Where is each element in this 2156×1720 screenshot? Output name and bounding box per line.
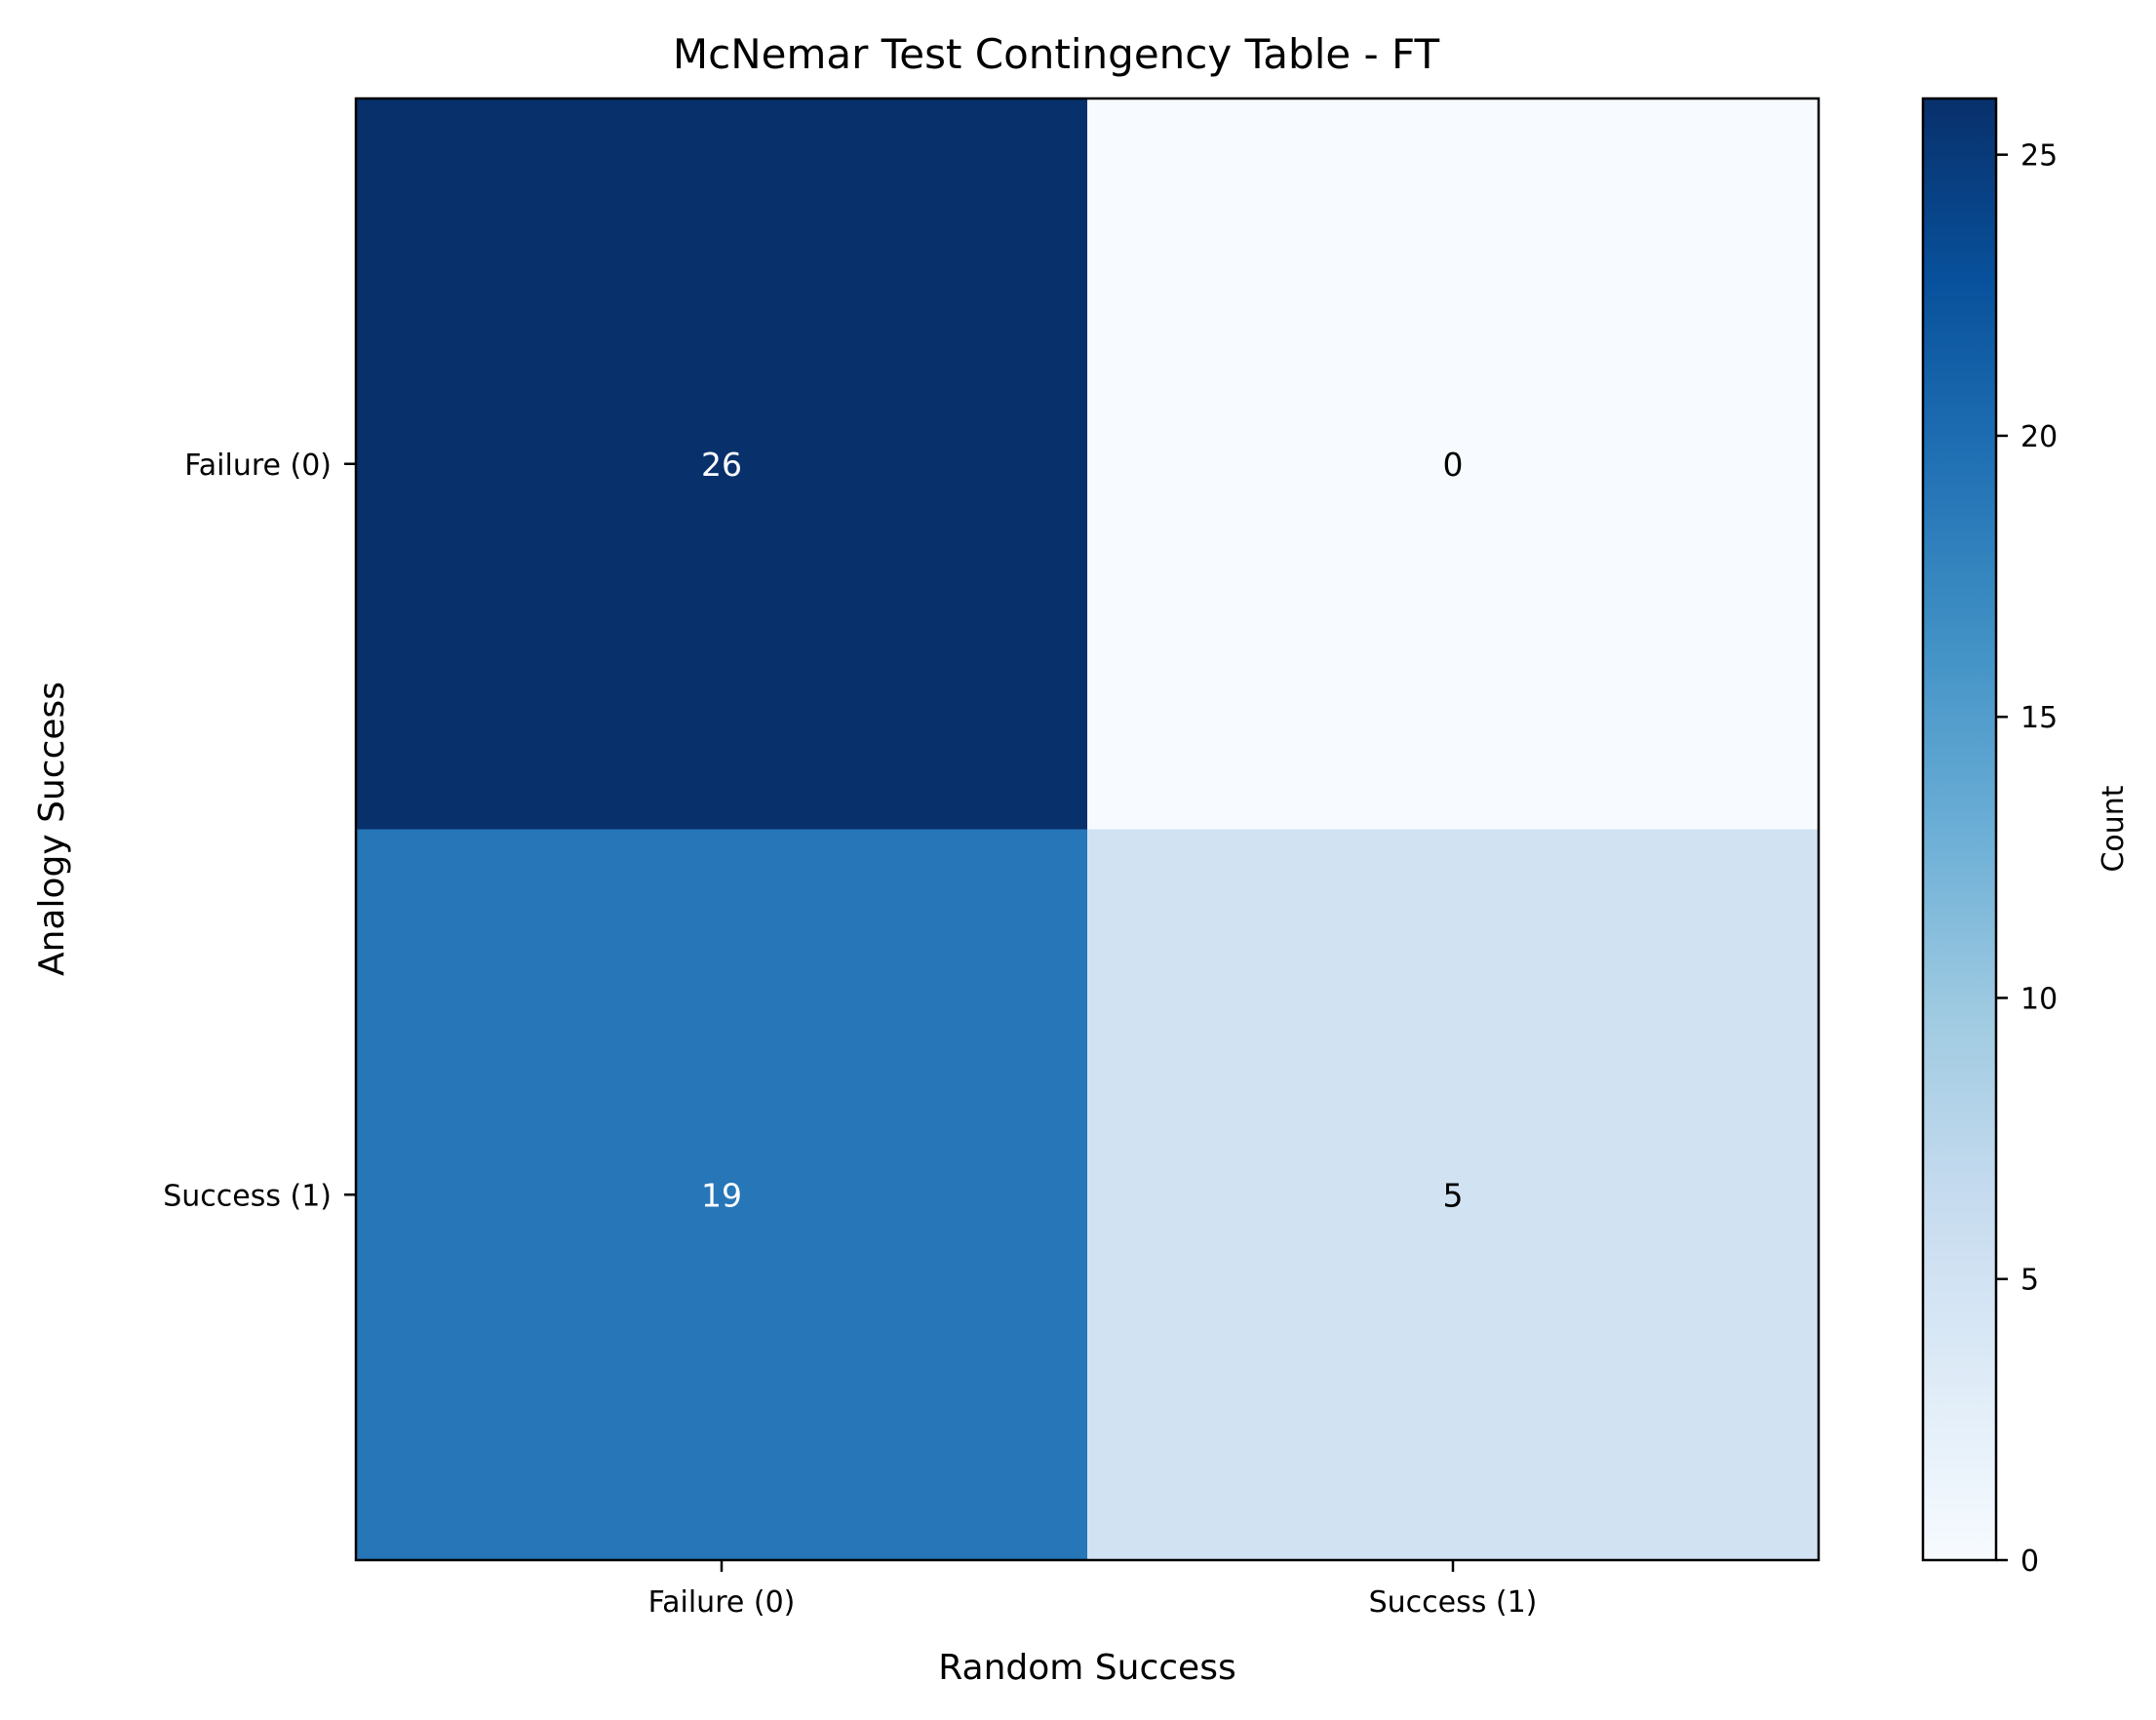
cell-value-label: 26: [701, 446, 742, 484]
colorbar-tick-label: 15: [2020, 701, 2058, 735]
colorbar-tick-label: 5: [2020, 1264, 2039, 1298]
plot-frame: [354, 97, 1821, 1562]
chart-title: McNemar Test Contingency Table - FT: [673, 30, 1440, 78]
heatmap-cell: [1087, 829, 1820, 1561]
heatmap-cell: [356, 98, 1088, 830]
heatmap-cells: [356, 98, 1820, 1561]
y-tick-label: Failure (0): [184, 449, 332, 483]
colorbar-label: Count: [2097, 785, 2131, 872]
heatmap-cell: [1087, 98, 1820, 830]
colorbar-tick-label: 25: [2020, 139, 2058, 174]
cell-value-label: 19: [701, 1176, 742, 1214]
heatmap-cell-labels: 26 0 19 5: [701, 446, 1464, 1215]
colorbar-ticks: 0 5 10 15 20 25: [1996, 139, 2058, 1579]
colorbar-tick-label: 20: [2020, 420, 2058, 454]
heatmap-cell: [356, 829, 1088, 1561]
x-axis-ticks: Failure (0) Success (1): [648, 1560, 1538, 1620]
y-axis-label: Analogy Success: [32, 682, 72, 976]
y-tick-label: Success (1): [163, 1179, 332, 1213]
x-axis-label: Random Success: [938, 1648, 1235, 1688]
colorbar-tick-label: 0: [2020, 1544, 2039, 1579]
colorbar: [1921, 97, 1998, 1562]
x-tick-label: Success (1): [1369, 1585, 1538, 1620]
y-axis-ticks: Failure (0) Success (1): [163, 449, 356, 1213]
x-tick-label: Failure (0): [648, 1585, 796, 1620]
cell-value-label: 0: [1443, 446, 1464, 484]
colorbar-tick-label: 10: [2020, 982, 2058, 1016]
cell-value-label: 5: [1443, 1176, 1464, 1214]
